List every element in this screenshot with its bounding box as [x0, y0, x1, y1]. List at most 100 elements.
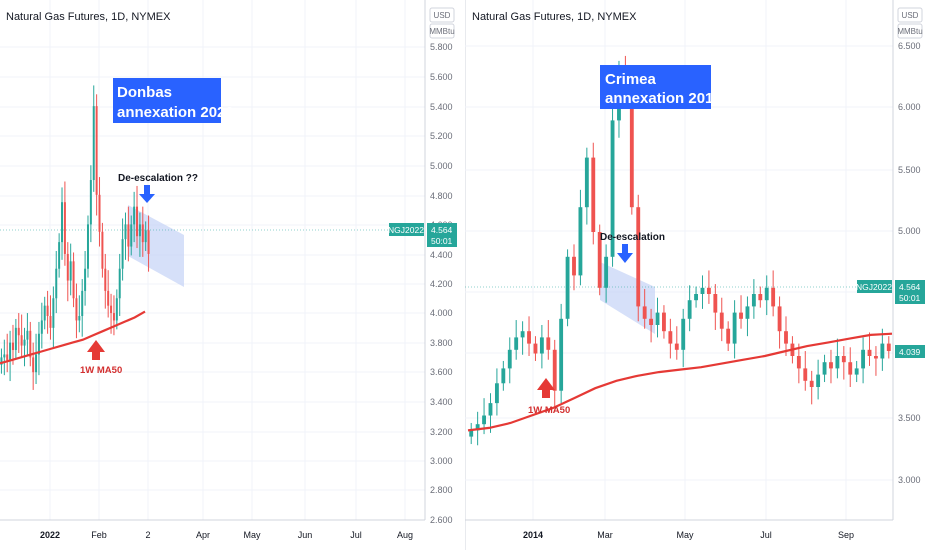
candle-body: [874, 356, 878, 359]
candle-body: [29, 330, 32, 358]
candle-body: [46, 305, 49, 317]
candle-body: [482, 415, 486, 425]
candle-body: [809, 380, 814, 387]
candle-body: [739, 312, 743, 319]
left-price-tag: NGJ2022 4.564 50:01: [388, 223, 457, 247]
price-tick-label: 3.500: [898, 413, 921, 423]
price-tick-label: 3.000: [430, 456, 453, 466]
left-currency-label: USD: [434, 11, 451, 20]
right-time-scale[interactable]: 2014 Mar May Jul Sep: [523, 530, 854, 540]
left-grid: [0, 0, 425, 521]
time-tick-label: 2022: [40, 530, 60, 540]
price-tick-label: 6.000: [898, 102, 921, 112]
candle-body: [771, 287, 776, 307]
right-currency-button[interactable]: [897, 7, 923, 23]
candle-body: [141, 224, 144, 243]
price-tick-label: 2.600: [430, 515, 453, 525]
left-currency-button[interactable]: [429, 7, 455, 23]
price-tick-label: 5.800: [430, 42, 453, 52]
left-unit-button[interactable]: [429, 23, 455, 39]
candle-body: [37, 333, 40, 355]
left-chart-title: Natural Gas Futures, 1D, NYMEX: [6, 11, 171, 23]
price-tick-label: 5.500: [898, 165, 921, 175]
deescalation-channel: [600, 262, 655, 334]
candle-body: [84, 268, 87, 291]
candle-body: [144, 230, 147, 243]
candle-body: [597, 232, 602, 288]
candle-body: [127, 224, 130, 247]
candle-body: [687, 300, 692, 319]
left-price-scale[interactable]: 5.8005.6005.4005.2005.0004.8004.6004.400…: [430, 42, 453, 525]
right-countdown: 50:01: [899, 293, 921, 303]
candle-body: [829, 362, 833, 369]
candle-body: [23, 339, 26, 346]
candle-body: [101, 231, 104, 269]
left-price-value: 4.564: [431, 225, 453, 235]
right-currency-label: USD: [902, 11, 919, 20]
candle-body: [886, 343, 891, 352]
candle-body: [136, 206, 139, 237]
right-ma-value: 4.039: [899, 347, 921, 357]
right-symbol-tag: NGJ2022: [856, 282, 892, 292]
right-down-arrow-icon: [617, 244, 633, 263]
left-ma-line: [0, 310, 146, 365]
candle-body: [133, 206, 136, 225]
candle-body: [92, 106, 95, 181]
candle-body: [520, 331, 525, 338]
left-chart-panel: Natural Gas Futures, 1D, NYMEX USD MMBtu…: [0, 0, 457, 540]
right-drawing-layer: [465, 262, 893, 334]
left-time-scale[interactable]: 2022 Feb 2 Apr May Jun Jul Aug: [40, 530, 413, 540]
candle-body: [565, 256, 570, 319]
candle-body: [861, 349, 866, 369]
candle-body: [3, 354, 6, 358]
price-tick-label: 3.200: [430, 427, 453, 437]
price-tick-label: 5.600: [430, 72, 453, 82]
left-candles: [0, 85, 150, 390]
candle-body: [604, 256, 609, 288]
price-tick-label: 4.200: [430, 279, 453, 289]
candle-body: [668, 331, 673, 344]
right-up-arrow-icon: [537, 378, 555, 398]
candle-body: [130, 224, 133, 247]
candle-body: [61, 202, 64, 243]
candle-body: [578, 207, 583, 276]
candle-body: [138, 224, 141, 237]
candle-body: [488, 403, 493, 416]
right-unit-button[interactable]: [897, 23, 923, 39]
candle-body: [20, 335, 23, 346]
candle-body: [14, 327, 17, 351]
candle-body: [655, 312, 660, 325]
candle-body: [35, 354, 38, 373]
candle-body: [533, 343, 538, 354]
price-tick-label: 5.000: [898, 226, 921, 236]
candle-body: [69, 261, 72, 281]
candle-body: [584, 157, 589, 208]
price-tick-label: 3.400: [430, 397, 453, 407]
candle-body: [89, 180, 92, 225]
candle-body: [11, 342, 14, 351]
candle-body: [58, 242, 61, 269]
price-tick-label: 6.500: [898, 41, 921, 51]
candle-body: [559, 318, 564, 391]
candle-body: [848, 362, 853, 375]
candle-body: [86, 224, 89, 269]
candle-body: [110, 305, 113, 314]
time-tick-label: May: [243, 530, 261, 540]
candle-body: [78, 316, 81, 321]
left-countdown: 50:01: [431, 236, 453, 246]
candle-body: [546, 337, 551, 350]
right-event-line2: annexation 2014: [605, 90, 722, 107]
candle-body: [572, 256, 576, 276]
left-deescalation-label: De-escalation ??: [118, 173, 198, 184]
candle-body: [758, 294, 763, 301]
candle-body: [552, 349, 557, 391]
right-price-value: 4.564: [899, 282, 921, 292]
candle-body: [147, 230, 150, 254]
price-tick-label: 2.800: [430, 485, 453, 495]
candle-body: [713, 294, 718, 313]
candle-body: [706, 287, 711, 294]
right-candles: [469, 55, 891, 446]
time-tick-label: Sep: [838, 530, 854, 540]
candle-body: [98, 194, 101, 232]
